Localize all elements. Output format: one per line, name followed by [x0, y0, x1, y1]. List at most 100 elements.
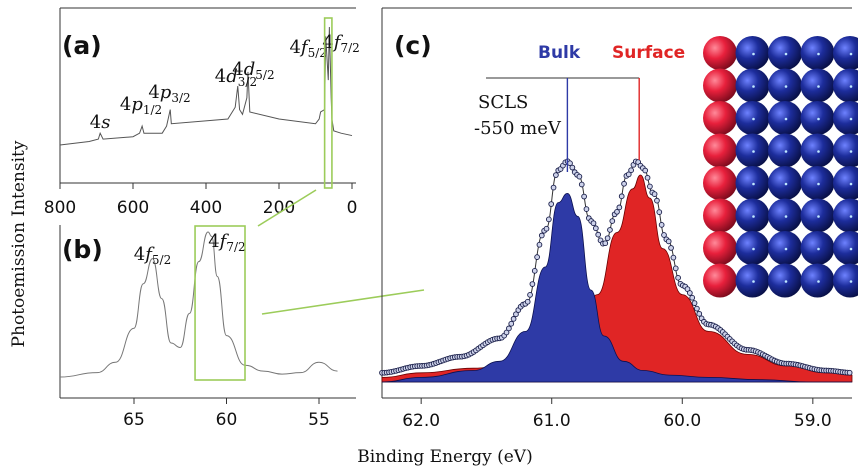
data-marker	[604, 235, 611, 242]
data-marker	[656, 209, 663, 215]
panel-a-peak-label-5: 4f5/2	[289, 37, 326, 60]
data-marker	[672, 265, 679, 272]
data-marker	[647, 183, 653, 190]
bulk-atom	[833, 36, 858, 70]
panel-a-peak-label-3: 4d3/2	[215, 66, 257, 89]
atom-highlight	[752, 150, 755, 153]
data-marker	[583, 206, 590, 212]
atom-highlight	[817, 247, 820, 251]
bulk-atom	[768, 101, 802, 135]
surface-atom	[703, 231, 737, 265]
atom-highlight	[817, 215, 820, 218]
panel-b-x-tick-label: 65	[123, 410, 145, 430]
bulk-atom	[735, 133, 770, 168]
atom-highlight	[784, 182, 788, 186]
data-marker	[595, 231, 602, 238]
data-marker	[642, 167, 649, 174]
panel-a-x-tick-label: 200	[263, 198, 295, 218]
atom-highlight	[752, 247, 755, 251]
bulk-atom	[833, 166, 858, 200]
bulk-atom	[768, 133, 802, 168]
data-marker	[628, 167, 634, 174]
bulk-atom	[833, 198, 858, 233]
data-marker	[527, 292, 533, 298]
data-marker	[621, 180, 627, 187]
scls-value: -550 meV	[474, 118, 562, 139]
bulk-atom	[800, 166, 835, 200]
connector-b-to-c	[261, 289, 425, 315]
surface-atom	[703, 166, 737, 200]
data-markers	[379, 158, 853, 376]
panel-b-peak-label-0: 4f5/2	[134, 244, 171, 267]
data-marker	[616, 204, 623, 211]
bulk-atom	[768, 36, 802, 70]
panel-c: (c) 62.0 61.0 60.0 59.0 SCLS -550 meV Bulk …	[379, 7, 858, 431]
atom-highlight	[784, 215, 788, 218]
panel-a-x-tick-label: 400	[190, 198, 222, 218]
bulk-atom	[833, 68, 858, 103]
data-marker	[545, 216, 552, 223]
atom-highlight	[752, 215, 755, 218]
panel-a-x-tick-label: 0	[347, 198, 358, 218]
atom-highlight	[849, 215, 853, 218]
bulk-atom	[735, 263, 770, 298]
scls-bracket	[486, 77, 640, 172]
bulk-atom	[735, 101, 770, 135]
atom-highlight	[849, 52, 853, 56]
atom-highlight	[752, 85, 755, 88]
data-marker	[691, 300, 698, 306]
x-axis-title: Binding Energy (eV)	[357, 447, 532, 467]
data-marker	[536, 241, 543, 248]
data-marker	[543, 225, 550, 232]
atom-highlight	[817, 117, 820, 121]
bulk-atom	[833, 133, 858, 168]
data-marker	[550, 184, 557, 191]
data-marker	[675, 274, 681, 281]
atom-highlight	[784, 52, 788, 56]
atom-highlight	[784, 150, 788, 153]
atom-highlight	[752, 280, 755, 283]
surface-atom	[703, 68, 737, 103]
data-marker	[689, 294, 696, 301]
surface-atom	[703, 133, 737, 168]
surface-atoms-inset	[703, 36, 858, 298]
surface-atom	[703, 36, 737, 70]
bulk-atom	[833, 263, 858, 298]
atom-highlight	[817, 150, 820, 153]
atom-highlight	[784, 247, 788, 251]
data-marker	[578, 181, 585, 188]
atom-highlight	[752, 182, 755, 186]
legend-surface: Surface	[612, 43, 685, 63]
panel-a-peak-label-2: 4p3/2	[148, 82, 190, 105]
bulk-atom	[768, 68, 802, 103]
bulk-atom	[800, 198, 835, 233]
data-marker	[670, 254, 677, 261]
data-marker	[592, 225, 599, 232]
data-marker	[602, 240, 609, 247]
bulk-atom	[800, 68, 835, 103]
panel-c-label: (c)	[394, 31, 432, 60]
bulk-atom	[833, 231, 858, 265]
data-marker	[625, 171, 632, 178]
panel-b-label: (b)	[62, 235, 103, 264]
bulk-atom	[800, 263, 835, 298]
data-marker	[513, 311, 519, 318]
panel-c-x-tick-label: 62.0	[402, 411, 440, 431]
data-marker	[654, 197, 660, 204]
data-marker	[506, 325, 512, 332]
bulk-atom	[735, 166, 770, 200]
atom-highlight	[817, 85, 820, 88]
data-marker	[614, 208, 620, 215]
bulk-atom	[800, 36, 835, 70]
data-marker	[846, 369, 853, 376]
bulk-atom	[768, 231, 802, 265]
data-marker	[553, 172, 559, 178]
panel-b: (b) 65 60 55 4f5/2 4f7/2	[59, 225, 356, 430]
panel-b-x-tick-label: 60	[216, 410, 238, 430]
atom-highlight	[817, 52, 820, 56]
panel-a-x-tick-label: 600	[117, 198, 149, 218]
panel-c-x-tick-label: 59.0	[794, 411, 832, 431]
bulk-atom	[735, 198, 770, 233]
panel-c-x-tick-label: 61.0	[533, 411, 571, 431]
